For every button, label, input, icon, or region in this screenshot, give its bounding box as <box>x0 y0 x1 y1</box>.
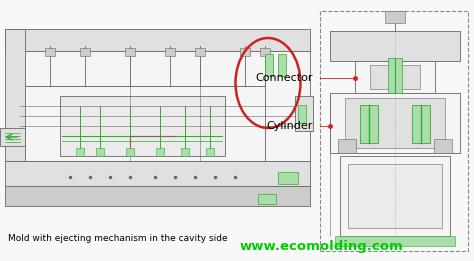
Bar <box>265 54 273 76</box>
Bar <box>258 194 276 204</box>
Bar <box>340 156 450 236</box>
Bar <box>278 54 286 76</box>
Text: Cylinder: Cylinder <box>266 121 313 131</box>
Bar <box>5 161 310 186</box>
Bar <box>298 105 306 123</box>
Bar <box>126 148 134 156</box>
Bar <box>434 139 452 153</box>
Bar <box>412 105 430 143</box>
Text: www.ecomolding.com: www.ecomolding.com <box>240 240 404 253</box>
Bar <box>240 48 250 56</box>
Bar <box>195 48 205 56</box>
Bar <box>96 148 104 156</box>
Bar <box>385 11 405 23</box>
Bar <box>338 139 356 153</box>
Bar <box>348 164 442 228</box>
Bar <box>0 128 25 146</box>
Bar <box>5 29 25 161</box>
Bar <box>388 58 402 93</box>
Text: Connector: Connector <box>255 73 313 83</box>
Bar <box>320 11 468 251</box>
Bar <box>370 65 420 89</box>
Bar <box>80 48 90 56</box>
Bar <box>330 93 460 153</box>
Bar <box>60 96 225 156</box>
Bar <box>125 48 135 56</box>
Bar <box>76 148 84 156</box>
Bar <box>355 61 435 93</box>
Bar <box>5 186 310 206</box>
Bar <box>45 48 55 56</box>
Bar <box>295 96 313 131</box>
Bar <box>260 48 270 56</box>
Bar <box>330 31 460 61</box>
Bar <box>206 148 214 156</box>
Bar <box>278 172 298 184</box>
Bar <box>20 86 295 161</box>
Bar <box>335 236 455 246</box>
Bar <box>360 105 378 143</box>
Bar <box>345 98 445 148</box>
Bar <box>165 48 175 56</box>
Text: Mold with ejecting mechanism in the cavity side: Mold with ejecting mechanism in the cavi… <box>8 234 228 243</box>
Bar <box>265 51 310 161</box>
Bar <box>156 148 164 156</box>
Bar <box>5 29 310 51</box>
Bar <box>181 148 189 156</box>
Bar <box>20 51 295 86</box>
